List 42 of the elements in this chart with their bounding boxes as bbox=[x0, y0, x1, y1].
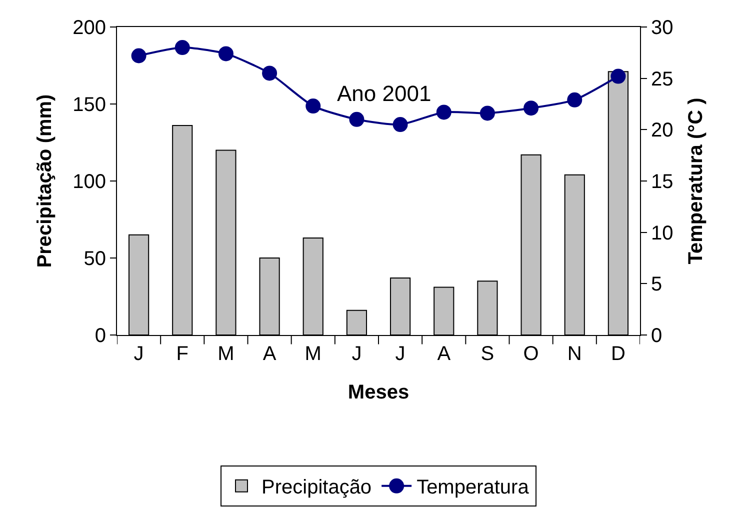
y2-tick-label: 15 bbox=[651, 171, 674, 193]
y-axis-title: Precipitação (mm) bbox=[34, 94, 56, 268]
x-tick-label: M bbox=[218, 343, 234, 365]
y-tick-label: 150 bbox=[72, 94, 106, 116]
x-tick-label: J bbox=[352, 343, 362, 365]
legend-label: Precipitação bbox=[262, 476, 372, 499]
x-axis-title: Meses bbox=[348, 382, 410, 404]
x-tick-label: O bbox=[523, 343, 539, 365]
point bbox=[610, 68, 626, 84]
point bbox=[131, 48, 146, 64]
point bbox=[174, 40, 190, 56]
point bbox=[480, 106, 495, 121]
y-tick-label: 200 bbox=[72, 17, 106, 39]
point bbox=[567, 92, 582, 108]
point bbox=[306, 98, 321, 114]
y-tick-label: 100 bbox=[72, 171, 106, 193]
y2-tick-label: 30 bbox=[651, 17, 674, 39]
y2-tick-label: 10 bbox=[651, 222, 674, 244]
x-tick-label: N bbox=[567, 343, 582, 365]
point bbox=[349, 112, 364, 127]
x-tick-label: J bbox=[395, 343, 406, 365]
x-tick-label: S bbox=[480, 343, 494, 365]
y-tick-label: 50 bbox=[84, 248, 106, 270]
point bbox=[218, 46, 234, 62]
x-tick-label: D bbox=[610, 343, 626, 365]
point bbox=[436, 104, 452, 120]
annotation: Ano 2001 bbox=[337, 81, 432, 106]
x-tick-label: M bbox=[304, 343, 322, 365]
y-tick-label: 0 bbox=[94, 325, 106, 347]
point bbox=[262, 66, 278, 81]
point bbox=[392, 117, 408, 132]
y2-tick-label: 20 bbox=[651, 120, 674, 142]
y2-tick-label: 5 bbox=[651, 274, 662, 296]
x-tick-label: A bbox=[437, 343, 452, 365]
y2-axis-title: Temperatura (°C ) bbox=[684, 98, 707, 264]
x-tick-label: A bbox=[262, 343, 277, 365]
y2-tick-label: 0 bbox=[651, 325, 662, 347]
x-tick-label: J bbox=[134, 343, 144, 365]
x-tick-label: F bbox=[176, 343, 188, 365]
point bbox=[524, 100, 539, 116]
y2-tick-label: 25 bbox=[651, 68, 674, 90]
legend-label: Temperatura bbox=[416, 476, 530, 499]
